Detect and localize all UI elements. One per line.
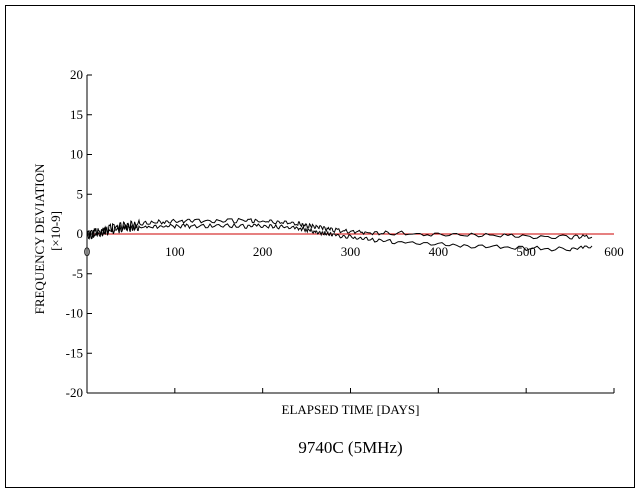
plot-area xyxy=(86,74,615,394)
y-axis-label: FREQUENCY DEVIATION xyxy=(32,163,47,314)
chart-frame: 20 15 10 5 0 -5 -10 -15 -20 0 100 200 300 400 500 600 F… xyxy=(5,5,635,488)
chart-title: 9740C (5MHz) xyxy=(298,438,402,457)
x-tick-label: 200 xyxy=(253,244,273,259)
x-tick-label: 400 xyxy=(429,244,449,259)
x-tick-label: 300 xyxy=(341,244,361,259)
series-line-2 xyxy=(86,222,593,252)
x-tick-label: 500 xyxy=(516,244,536,259)
y-tick-label: 10 xyxy=(70,147,83,162)
y-tick-label: -10 xyxy=(66,306,83,321)
y-tick-label: -15 xyxy=(66,345,83,360)
x-tick-label: 100 xyxy=(165,244,185,259)
y-tick-label: -20 xyxy=(66,385,83,400)
y-tick-label: -5 xyxy=(72,266,83,281)
y-tick-label: 20 xyxy=(70,67,83,82)
x-axis-label: ELAPSED TIME [DAYS] xyxy=(282,402,420,417)
y-tick-label: 0 xyxy=(77,226,84,241)
x-tick-label: 600 xyxy=(604,244,624,259)
y-tick-label: 15 xyxy=(70,107,83,122)
y-axis-unit: [×10-9] xyxy=(48,211,63,251)
x-tick-label: 0 xyxy=(84,244,91,259)
y-tick-label: 5 xyxy=(77,186,84,201)
